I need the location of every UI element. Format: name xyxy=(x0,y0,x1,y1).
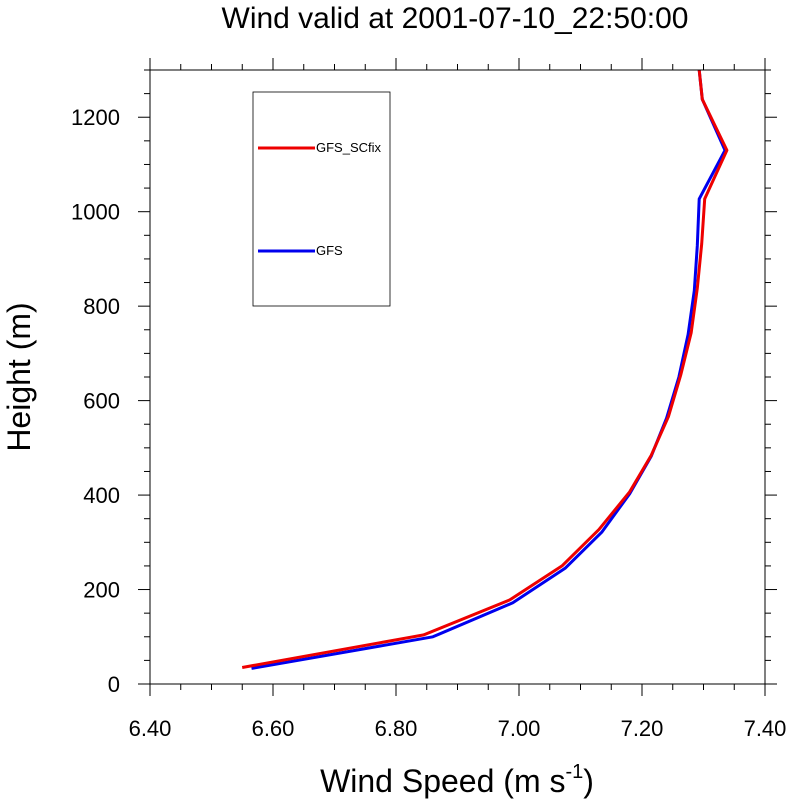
y-tick-label: 200 xyxy=(83,578,120,603)
chart-title: Wind valid at 2001-07-10_22:50:00 xyxy=(222,2,689,35)
x-tick-label: 7.00 xyxy=(498,716,541,741)
x-axis-label-close: ) xyxy=(583,763,594,799)
axis-ticks xyxy=(138,58,777,696)
plot-frame xyxy=(149,69,766,685)
y-tick-label: 800 xyxy=(83,294,120,319)
x-axis-label-sup: -1 xyxy=(565,761,583,783)
y-tick-label: 0 xyxy=(108,672,120,697)
x-tick-label: 6.60 xyxy=(252,716,295,741)
legend-label-gfs-scfix: GFS_SCfix xyxy=(316,140,382,155)
y-tick-label: 400 xyxy=(83,483,120,508)
x-tick-label: 6.80 xyxy=(375,716,418,741)
y-tick-label: 600 xyxy=(83,389,120,414)
series-lines xyxy=(241,69,729,670)
y-axis-label: Height (m) xyxy=(1,302,37,451)
series-line-gfs-scfix xyxy=(241,69,729,669)
legend: GFS_SCfix GFS xyxy=(252,91,391,307)
x-axis-label: Wind Speed (m s-1) xyxy=(320,761,594,799)
x-tick-labels: 6.40 6.60 6.80 7.00 7.20 7.40 xyxy=(129,716,787,741)
legend-box xyxy=(252,91,391,307)
x-tick-label: 6.40 xyxy=(129,716,172,741)
x-tick-label: 7.20 xyxy=(621,716,664,741)
x-tick-label: 7.40 xyxy=(744,716,787,741)
y-tick-label: 1000 xyxy=(71,200,120,225)
legend-label-gfs: GFS xyxy=(316,243,343,258)
y-tick-label: 1200 xyxy=(71,105,120,130)
y-tick-labels: 0 200 400 600 800 1000 1200 xyxy=(71,105,120,697)
